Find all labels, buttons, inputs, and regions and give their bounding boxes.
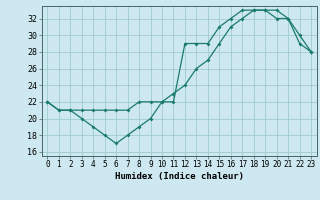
X-axis label: Humidex (Indice chaleur): Humidex (Indice chaleur): [115, 172, 244, 181]
